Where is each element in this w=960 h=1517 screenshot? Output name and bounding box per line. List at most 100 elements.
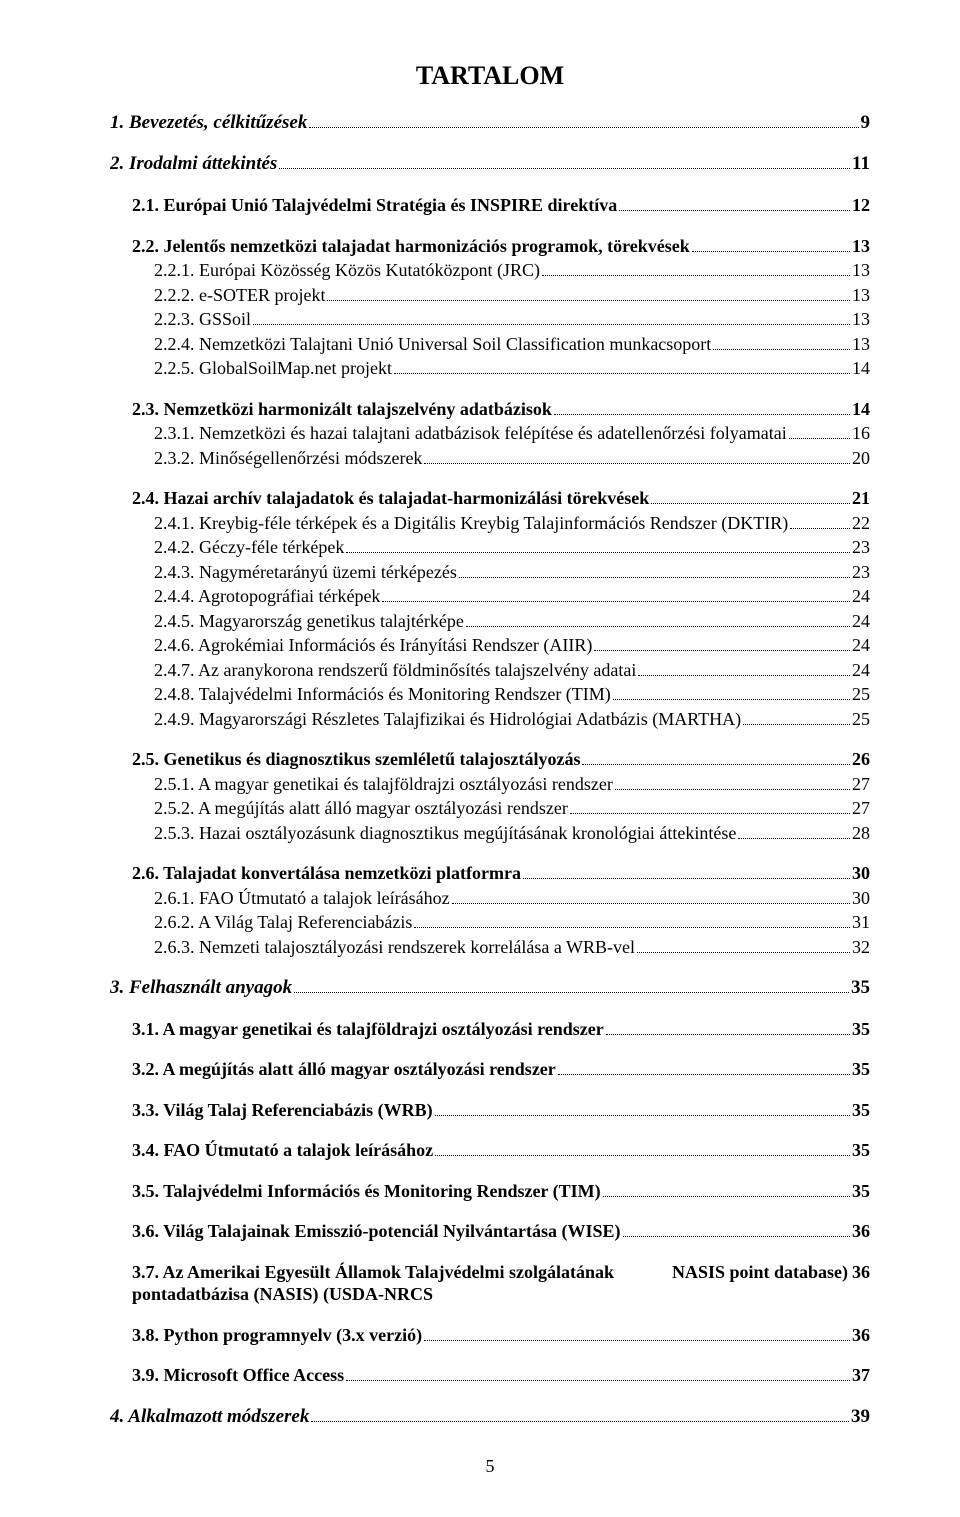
toc-leader-dots bbox=[279, 154, 850, 169]
toc-entry-page: 27 bbox=[852, 797, 870, 820]
toc-entry: 2.4.8. Talajvédelmi Információs és Monit… bbox=[154, 683, 870, 706]
toc-entry-page: 9 bbox=[861, 111, 871, 135]
toc-entry: 2.2.4. Nemzetközi Talajtani Unió Univers… bbox=[154, 333, 870, 356]
toc-entry: 1. Bevezetés, célkitűzések 9 bbox=[110, 111, 870, 135]
toc-entry-page: 35 bbox=[852, 1018, 870, 1041]
toc-leader-dots bbox=[414, 914, 850, 929]
toc-entry-page: 30 bbox=[852, 862, 870, 885]
toc-entry: 2.4.1. Kreybig-féle térképek és a Digitá… bbox=[154, 512, 870, 535]
toc-entry-label: 2. Irodalmi áttekintés bbox=[110, 152, 277, 176]
page-title: TARTALOM bbox=[110, 60, 870, 93]
toc-leader-dots bbox=[294, 978, 849, 993]
toc-entry-label: 2.2. Jelentős nemzetközi talajadat harmo… bbox=[132, 235, 690, 258]
toc-entry: 3.9. Microsoft Office Access 37 bbox=[132, 1364, 870, 1387]
toc-entry: 3.2. A megújítás alatt álló magyar osztá… bbox=[132, 1058, 870, 1081]
toc-entry-page: 36 bbox=[852, 1324, 870, 1347]
toc-leader-dots bbox=[558, 1061, 850, 1076]
toc-entry-page: 37 bbox=[852, 1364, 870, 1387]
toc-leader-dots bbox=[789, 425, 850, 440]
toc-entry: 2.2.5. GlobalSoilMap.net projekt 14 bbox=[154, 357, 870, 380]
toc-leader-dots bbox=[452, 889, 850, 904]
toc-entry-label: 3.4. FAO Útmutató a talajok leírásához bbox=[132, 1139, 433, 1162]
toc-entry-page: 16 bbox=[852, 422, 870, 445]
toc-entry: 3. Felhasznált anyagok 35 bbox=[110, 976, 870, 1000]
toc-leader-dots bbox=[394, 360, 850, 375]
toc-entry-label: 3.2. A megújítás alatt álló magyar osztá… bbox=[132, 1058, 556, 1081]
toc-entry-page: 13 bbox=[852, 308, 870, 331]
toc-entry-label: 2.4.9. Magyarországi Részletes Talajfizi… bbox=[154, 708, 741, 731]
toc-entry-page: 13 bbox=[852, 284, 870, 307]
toc-leader-dots bbox=[346, 1367, 850, 1382]
toc-leader-dots bbox=[435, 1101, 850, 1116]
toc-entry-label: 2.1. Európai Unió Talajvédelmi Stratégia… bbox=[132, 194, 617, 217]
toc-leader-dots bbox=[459, 563, 850, 578]
toc-entry-label: 2.4. Hazai archív talajadatok és talajad… bbox=[132, 487, 649, 510]
toc-entry-page: 20 bbox=[852, 447, 870, 470]
toc-leader-dots bbox=[738, 824, 850, 839]
toc-leader-dots bbox=[424, 449, 850, 464]
toc-leader-dots bbox=[623, 1223, 850, 1238]
toc-leader-dots bbox=[790, 514, 850, 529]
toc-entry: 2.2. Jelentős nemzetközi talajadat harmo… bbox=[132, 235, 870, 258]
toc-entry-page: 26 bbox=[852, 748, 870, 771]
toc-entry-page: 21 bbox=[852, 487, 870, 510]
toc-entry-label: 3.6. Világ Talajainak Emisszió-potenciál… bbox=[132, 1220, 621, 1243]
toc-entry: 2.5.3. Hazai osztályozásunk diagnosztiku… bbox=[154, 822, 870, 845]
toc-entry: 2.1. Európai Unió Talajvédelmi Stratégia… bbox=[132, 194, 870, 217]
toc-entry: 3.7. Az Amerikai Egyesült Államok Talajv… bbox=[132, 1261, 870, 1306]
toc-entry: 2.5. Genetikus és diagnosztikus szemléle… bbox=[132, 748, 870, 771]
toc-entry-page: 11 bbox=[852, 152, 870, 176]
toc-entry-label: 2.4.8. Talajvédelmi Információs és Monit… bbox=[154, 683, 611, 706]
toc-leader-dots bbox=[582, 751, 850, 766]
toc-entry-label: 3.1. A magyar genetikai és talajföldrajz… bbox=[132, 1018, 604, 1041]
toc-entry-page: 13 bbox=[852, 333, 870, 356]
toc-entry-label: 2.3.1. Nemzetközi és hazai talajtani ada… bbox=[154, 422, 787, 445]
toc-entry: 2.4.7. Az aranykorona rendszerű földminő… bbox=[154, 659, 870, 682]
toc-entry: 2.3.1. Nemzetközi és hazai talajtani ada… bbox=[154, 422, 870, 445]
toc-entry: 2.3.2. Minőségellenőrzési módszerek 20 bbox=[154, 447, 870, 470]
toc-entry: 2.6. Talajadat konvertálása nemzetközi p… bbox=[132, 862, 870, 885]
toc-entry-label: 3. Felhasznált anyagok bbox=[110, 976, 292, 1000]
toc-entry-page: 24 bbox=[852, 610, 870, 633]
toc-entry-page: 25 bbox=[852, 683, 870, 706]
toc-entry-label: 2.4.6. Agrokémiai Információs és Irányít… bbox=[154, 634, 592, 657]
toc-leader-dots bbox=[692, 237, 850, 252]
toc-entry: 2.4. Hazai archív talajadatok és talajad… bbox=[132, 487, 870, 510]
toc-entry: 3.5. Talajvédelmi Információs és Monitor… bbox=[132, 1180, 870, 1203]
toc-leader-dots bbox=[651, 490, 850, 505]
toc-entry: 3.3. Világ Talaj Referenciabázis (WRB) 3… bbox=[132, 1099, 870, 1122]
toc-leader-dots bbox=[424, 1326, 850, 1341]
toc-leader-dots bbox=[311, 1407, 849, 1422]
toc-leader-dots bbox=[637, 938, 850, 953]
toc-entry-label: 4. Alkalmazott módszerek bbox=[110, 1405, 309, 1429]
toc-entry: 2.2.2. e-SOTER projekt 13 bbox=[154, 284, 870, 307]
toc-leader-dots bbox=[743, 710, 850, 725]
toc-entry: 2.6.3. Nemzeti talajosztályozási rendsze… bbox=[154, 936, 870, 959]
toc-leader-dots bbox=[435, 1142, 850, 1157]
toc-leader-dots bbox=[542, 262, 850, 277]
toc-entry-page: 35 bbox=[852, 1180, 870, 1203]
toc-entry: 3.1. A magyar genetikai és talajföldrajz… bbox=[132, 1018, 870, 1041]
toc-leader-dots bbox=[554, 400, 850, 415]
toc-entry: 3.4. FAO Útmutató a talajok leírásához 3… bbox=[132, 1139, 870, 1162]
toc-entry-page: 35 bbox=[851, 976, 870, 1000]
toc-entry-label: 2.6.2. A Világ Talaj Referenciabázis bbox=[154, 911, 412, 934]
toc-entry-page: 31 bbox=[852, 911, 870, 934]
toc-leader-dots bbox=[606, 1020, 850, 1035]
toc-entry-label: 2.5.2. A megújítás alatt álló magyar osz… bbox=[154, 797, 568, 820]
toc-entry-page: 39 bbox=[851, 1405, 870, 1429]
toc-entry-label: 2.2.2. e-SOTER projekt bbox=[154, 284, 325, 307]
toc-entry: 2.3. Nemzetközi harmonizált talajszelvén… bbox=[132, 398, 870, 421]
toc-leader-dots bbox=[638, 661, 850, 676]
toc-entry-label: 2.4.1. Kreybig-féle térképek és a Digitá… bbox=[154, 512, 788, 535]
toc-entry-page: 36 bbox=[852, 1261, 870, 1284]
toc-entry: 2.4.9. Magyarországi Részletes Talajfizi… bbox=[154, 708, 870, 731]
toc-entry-label: 2.5.3. Hazai osztályozásunk diagnosztiku… bbox=[154, 822, 736, 845]
toc-entry-label: 3.9. Microsoft Office Access bbox=[132, 1364, 344, 1387]
toc-entry-label: 3.5. Talajvédelmi Információs és Monitor… bbox=[132, 1180, 601, 1203]
toc-entry-label: 2.5. Genetikus és diagnosztikus szemléle… bbox=[132, 748, 580, 771]
toc-leader-dots bbox=[382, 588, 850, 603]
toc-leader-dots bbox=[346, 539, 850, 554]
toc-entry: 2.2.3. GSSoil 13 bbox=[154, 308, 870, 331]
toc-entry: 4. Alkalmazott módszerek 39 bbox=[110, 1405, 870, 1429]
